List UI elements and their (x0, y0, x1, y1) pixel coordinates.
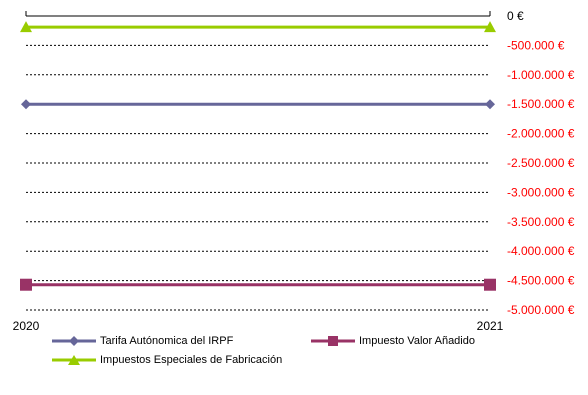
y-tick-label: -3.500.000 € (507, 215, 575, 229)
y-tick-label: -4.000.000 € (507, 244, 575, 258)
y-tick-label: -1.500.000 € (507, 97, 575, 111)
y-tick-label: -4.500.000 € (507, 274, 575, 288)
data-point-triangle (484, 21, 496, 33)
y-tick-label: -2.000.000 € (507, 127, 575, 141)
x-tick-label: 2021 (477, 319, 504, 333)
y-tick-label: -500.000 € (507, 38, 565, 52)
y-tick-label: -3.000.000 € (507, 185, 575, 199)
data-point-diamond (21, 99, 31, 110)
data-point-diamond (485, 99, 495, 110)
y-tick-label: -2.500.000 € (507, 156, 575, 170)
data-point-square (484, 278, 496, 291)
data-point-triangle (20, 21, 32, 33)
x-tick-label: 2020 (13, 319, 40, 333)
y-tick-label: -1.000.000 € (507, 68, 575, 82)
data-point-square (20, 278, 32, 291)
y-tick-label: 0 € (507, 9, 524, 23)
y-tick-label: -5.000.000 € (507, 303, 575, 317)
